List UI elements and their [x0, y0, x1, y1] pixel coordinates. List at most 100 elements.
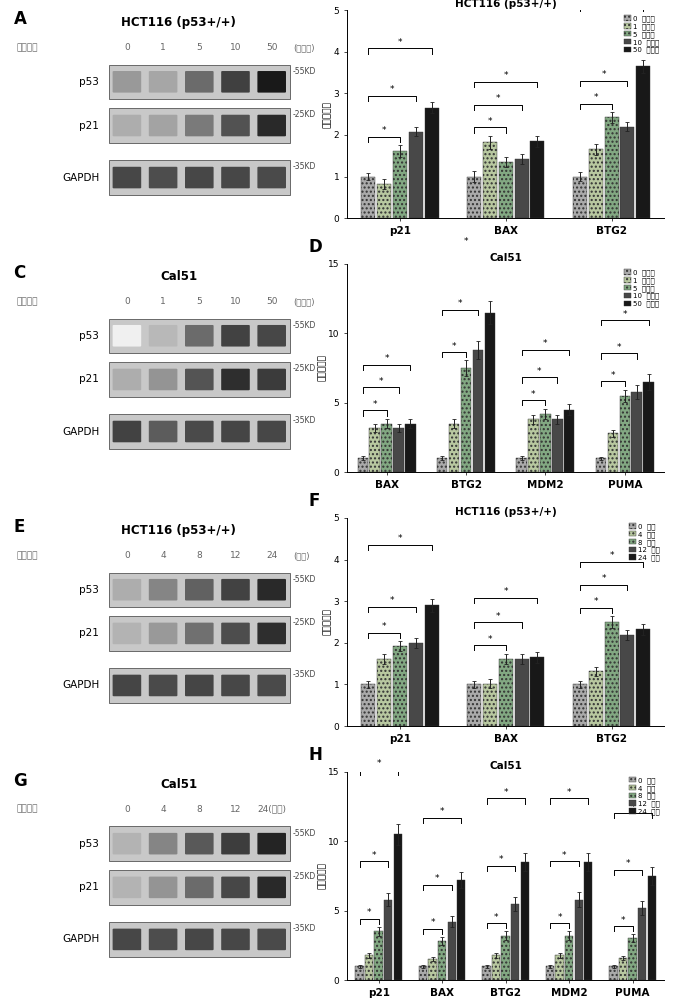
FancyBboxPatch shape: [148, 579, 178, 601]
Text: *: *: [616, 343, 621, 352]
Title: HCT116 (p53+/+): HCT116 (p53+/+): [455, 0, 557, 9]
Bar: [483, 142, 497, 218]
FancyBboxPatch shape: [113, 675, 141, 696]
FancyBboxPatch shape: [148, 929, 178, 950]
Text: p21: p21: [79, 628, 99, 638]
Text: *: *: [397, 38, 402, 47]
Bar: [552, 419, 563, 472]
Y-axis label: 相对表达量: 相对表达量: [323, 101, 332, 128]
Text: *: *: [496, 612, 500, 621]
Text: *: *: [532, 390, 536, 399]
Bar: [540, 414, 551, 472]
Text: -25KD: -25KD: [293, 110, 316, 119]
FancyBboxPatch shape: [221, 369, 250, 390]
FancyBboxPatch shape: [113, 369, 141, 390]
Bar: [565, 936, 574, 980]
Bar: [108, 573, 290, 607]
Text: H: H: [309, 746, 323, 764]
Text: *: *: [537, 367, 542, 376]
Bar: [393, 428, 404, 472]
FancyBboxPatch shape: [185, 675, 214, 696]
FancyBboxPatch shape: [185, 369, 214, 390]
Text: 24(小时): 24(小时): [257, 805, 286, 814]
Bar: [636, 66, 650, 218]
Bar: [355, 966, 364, 980]
Text: *: *: [504, 71, 508, 80]
Bar: [377, 659, 391, 726]
Text: *: *: [504, 587, 508, 596]
Text: *: *: [440, 807, 445, 816]
FancyBboxPatch shape: [185, 167, 214, 188]
Legend: 0  小时, 4  小时, 8  小时, 12  小时, 24  小时: 0 小时, 4 小时, 8 小时, 12 小时, 24 小时: [627, 775, 661, 817]
FancyBboxPatch shape: [113, 579, 141, 601]
FancyBboxPatch shape: [258, 877, 286, 898]
Bar: [467, 177, 481, 218]
Bar: [447, 922, 456, 980]
Bar: [424, 605, 439, 726]
Bar: [382, 424, 392, 472]
Y-axis label: 相对表达量: 相对表达量: [323, 609, 332, 635]
Text: *: *: [626, 859, 630, 868]
Bar: [108, 870, 290, 905]
Bar: [499, 659, 513, 726]
Text: D: D: [309, 238, 323, 256]
Bar: [546, 966, 555, 980]
FancyBboxPatch shape: [148, 71, 178, 93]
Text: (微摩尔): (微摩尔): [293, 297, 315, 306]
Bar: [605, 622, 618, 726]
Text: *: *: [543, 339, 548, 348]
Text: p53: p53: [79, 585, 99, 595]
Bar: [499, 162, 513, 218]
Text: *: *: [621, 916, 625, 925]
Text: *: *: [496, 94, 500, 103]
FancyBboxPatch shape: [221, 833, 250, 854]
Text: 10: 10: [230, 297, 241, 306]
Text: *: *: [494, 913, 498, 922]
Text: 12: 12: [230, 805, 241, 814]
Text: A: A: [14, 10, 26, 28]
FancyBboxPatch shape: [258, 325, 286, 347]
Bar: [515, 159, 529, 218]
Text: *: *: [435, 874, 439, 883]
Bar: [620, 635, 635, 726]
FancyBboxPatch shape: [221, 325, 250, 347]
Text: p53: p53: [79, 839, 99, 849]
Text: *: *: [610, 0, 614, 4]
Text: -35KD: -35KD: [293, 162, 317, 171]
Bar: [573, 177, 586, 218]
Bar: [377, 184, 391, 218]
FancyBboxPatch shape: [113, 623, 141, 644]
FancyBboxPatch shape: [221, 877, 250, 898]
FancyBboxPatch shape: [185, 579, 214, 601]
Text: Cal51: Cal51: [160, 270, 197, 283]
Bar: [485, 313, 495, 472]
Text: *: *: [372, 851, 376, 860]
FancyBboxPatch shape: [185, 833, 214, 854]
Text: p21: p21: [79, 374, 99, 384]
Bar: [584, 862, 593, 980]
Text: *: *: [378, 377, 383, 386]
Text: -55KD: -55KD: [293, 829, 317, 838]
Bar: [428, 959, 437, 980]
Bar: [438, 941, 446, 980]
FancyBboxPatch shape: [221, 71, 250, 93]
Text: *: *: [487, 635, 492, 644]
Text: *: *: [431, 918, 435, 927]
Bar: [467, 684, 481, 726]
Text: *: *: [372, 400, 377, 409]
Bar: [393, 646, 407, 726]
FancyBboxPatch shape: [258, 623, 286, 644]
Bar: [515, 659, 529, 726]
Text: B: B: [309, 0, 321, 2]
FancyBboxPatch shape: [221, 579, 250, 601]
Text: *: *: [611, 371, 615, 380]
Text: G: G: [14, 772, 27, 790]
Bar: [108, 826, 290, 861]
FancyBboxPatch shape: [258, 167, 286, 188]
Bar: [108, 65, 290, 99]
Legend: 0  小时, 4  小时, 8  小时, 12  小时, 24  小时: 0 小时, 4 小时, 8 小时, 12 小时, 24 小时: [627, 521, 661, 563]
Text: *: *: [458, 299, 462, 308]
Text: HCT116 (p53+/+): HCT116 (p53+/+): [121, 524, 236, 537]
Text: 5: 5: [197, 297, 202, 306]
Bar: [461, 368, 471, 472]
